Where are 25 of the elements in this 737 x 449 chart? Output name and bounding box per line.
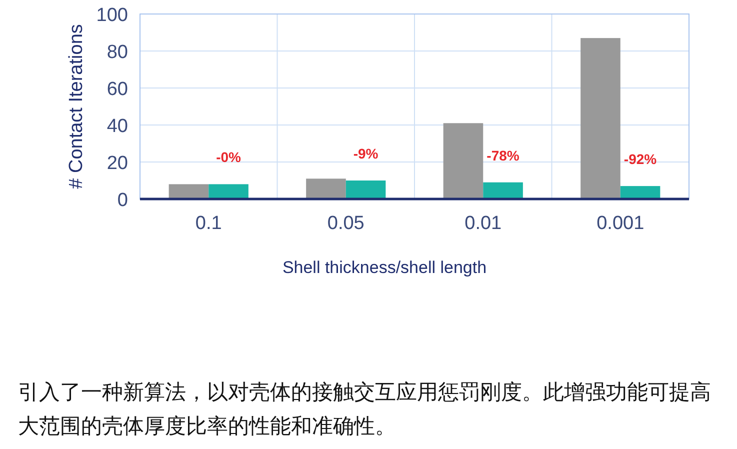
y-tick-label: 40: [106, 116, 128, 137]
annotation: -92%: [624, 151, 658, 168]
bar: [483, 182, 523, 199]
y-axis-title: # Contact Iterations: [66, 24, 87, 189]
x-tick-label: 0.05: [327, 213, 364, 234]
y-tick-label: 60: [106, 79, 128, 100]
y-tick-label: 80: [106, 42, 128, 63]
bar: [208, 184, 248, 199]
bar: [306, 178, 346, 199]
x-tick-label: 0.01: [464, 213, 502, 234]
annotation: -9%: [353, 146, 379, 162]
annotation: -78%: [486, 147, 520, 164]
bar: [620, 186, 660, 199]
x-tick-label: 0.001: [596, 213, 644, 234]
text: 引入了一种新算法，以对壳体的接触交互应用惩罚刚度。此增强功能可提高大范围的壳体厚度比率的性能和准确性。: [18, 379, 712, 440]
x-tick-label: 0.1: [195, 213, 222, 234]
y-tick-label: 0: [117, 190, 128, 211]
bar: [346, 180, 386, 199]
bar: [168, 184, 209, 199]
y-tick-label: 100: [96, 5, 128, 26]
bar: [443, 123, 484, 199]
y-tick-label: 20: [106, 153, 128, 174]
bar: [580, 38, 620, 199]
x-axis-title: Shell thickness/shell length: [282, 258, 487, 277]
annotation: -0%: [216, 149, 242, 166]
